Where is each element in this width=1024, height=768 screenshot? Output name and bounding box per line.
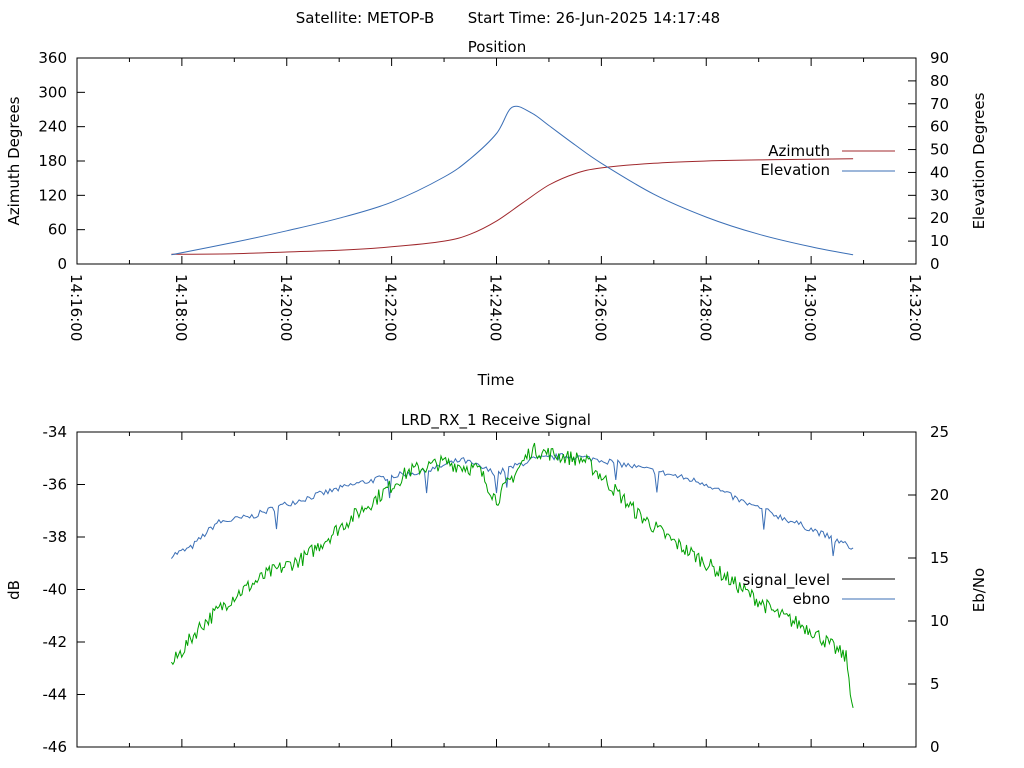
x-tick-label-3: 14:22:00 [382,274,400,341]
bottom-y-tick-label-5: -44 [43,686,68,704]
y-tick-label-4: 240 [38,118,67,136]
x-tick-label-2: 14:20:00 [277,274,295,341]
satellite-title: Satellite: METOP-B [296,9,435,27]
series-line-elevation [171,105,854,256]
bottom-y2-tick-label-4: 20 [930,486,949,504]
bottom-y-tick-label-6: -46 [43,738,68,756]
series-line-ebno [171,452,854,559]
x-tick-label-1: 14:18:00 [172,274,190,341]
position-series [171,105,854,256]
series-line-green [170,442,854,709]
receive-signal-y2-axis-label: Eb/No [970,568,988,612]
x-tick-label-7: 14:30:00 [801,274,819,341]
bottom-y2-tick-label-2: 10 [930,612,949,630]
bottom-y-tick-label-3: -40 [43,581,68,599]
y2-tick-label-2: 20 [930,209,949,227]
bottom-y-tick-label-4: -42 [43,633,68,651]
bottom-y-tick-label-1: -36 [43,476,68,494]
y2-tick-label-5: 50 [930,141,949,159]
y2-tick-label-6: 60 [930,118,949,136]
receive-signal-axes: -34 -36 -38 -40 -42 -44 -46 0 5 10 15 20 25 [43,423,950,756]
receive-signal-series [170,442,854,709]
y-tick-label-3: 180 [38,152,67,170]
bottom-y2-tick-label-1: 5 [930,675,940,693]
position-y2-axis-label: Elevation Degrees [970,92,988,229]
x-tick-label-4: 14:24:00 [487,274,505,341]
y-tick-label-5: 300 [38,83,67,101]
receive-signal-plot-frame [76,431,917,748]
x-tick-label-8: 14:32:00 [906,274,924,341]
position-chart-title: Position [468,38,526,56]
bottom-y2-tick-label-5: 25 [930,423,949,441]
y2-tick-label-9: 90 [930,49,949,67]
legend-label-elevation: Elevation [760,161,830,179]
position-axes: 14:16:00 14:18:00 14:20:00 14:22:00 14:24:00… [38,49,949,341]
x-tick-label-0: 14:16:00 [67,274,85,341]
bottom-y-tick-label-2: -38 [43,528,68,546]
y2-tick-label-7: 70 [930,95,949,113]
x-tick-label-5: 14:26:00 [591,274,609,341]
bottom-y2-tick-label-3: 15 [930,549,949,567]
receive-signal-chart-title: LRD_RX_1 Receive Signal [401,411,591,430]
series-line-azimuth [171,158,854,255]
y2-tick-label-0: 0 [930,255,940,273]
legend-label-azimuth: Azimuth [768,142,830,160]
position-y-axis-label: Azimuth Degrees [5,96,23,225]
y2-tick-label-4: 40 [930,163,949,181]
y2-tick-label-1: 10 [930,232,949,250]
bottom-y-tick-label-0: -34 [43,423,68,441]
y2-tick-label-3: 30 [930,186,949,204]
bottom-y2-tick-label-0: 0 [930,738,940,756]
position-x-axis-label: Time [477,371,515,389]
y2-tick-label-8: 80 [930,72,949,90]
receive-signal-chart: LRD_RX_1 Receive Signal -34-36-38-40-42-… [5,411,988,756]
y-tick-label-6: 360 [38,49,67,67]
y-tick-label-0: 0 [57,255,67,273]
legend-label-signal-level: signal_level [742,571,830,590]
y-tick-label-2: 120 [38,186,67,204]
legend-label-ebno: ebno [793,590,830,608]
position-chart: Position 14:16:00 14:18:00 14:20:00 14:22:0… [5,38,988,389]
x-tick-label-6: 14:28:00 [696,274,714,341]
y-tick-label-1: 60 [48,221,67,239]
start-time-title: Start Time: 26-Jun-2025 14:17:48 [468,9,720,27]
receive-signal-legend: signal_level ebno [742,571,895,608]
position-legend: Azimuth Elevation [760,142,895,179]
receive-signal-y-axis-label: dB [5,580,23,600]
